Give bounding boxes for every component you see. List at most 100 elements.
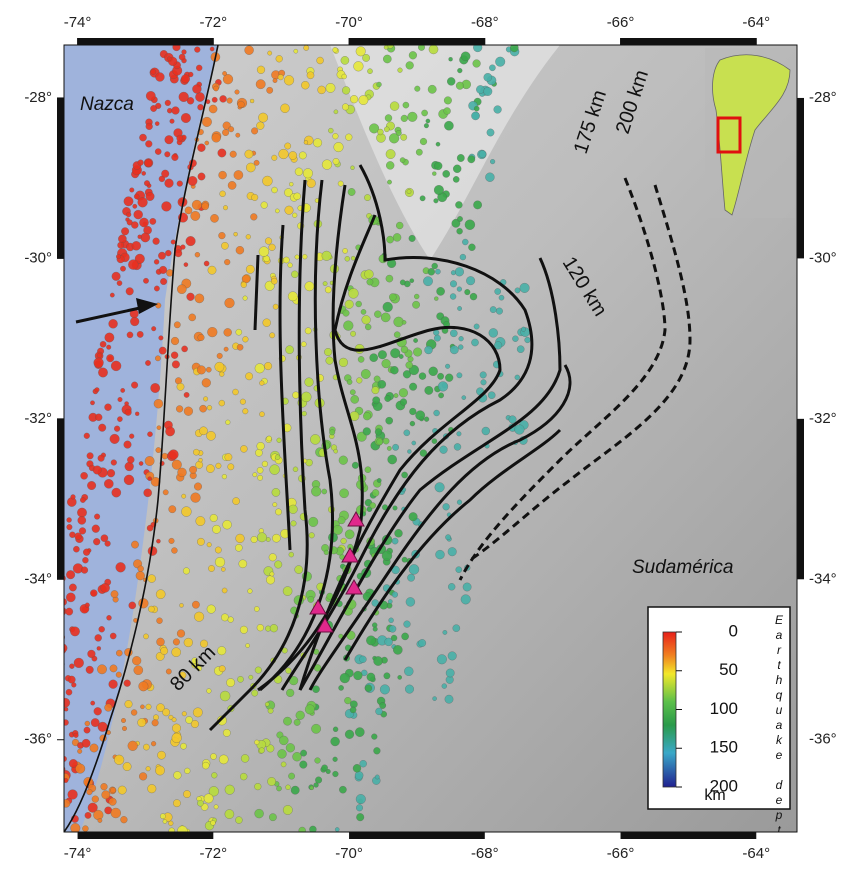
quake-dot [384,45,388,49]
quake-dot [356,47,366,57]
quake-dot [124,441,132,449]
quake-dot [62,799,70,807]
quake-dot [171,240,176,245]
quake-dot [124,475,134,485]
quake-dot [156,447,161,452]
quake-dot [170,119,175,124]
quake-dot [301,392,311,402]
quake-dot [228,126,234,132]
quake-dot [251,536,258,543]
quake-dot [167,108,172,113]
quake-dot [50,701,57,708]
quake-dot [144,180,150,186]
quake-dot [145,456,154,465]
quake-dot [114,426,120,432]
quake-dot [240,445,247,452]
quake-dot [138,160,144,166]
quake-dot [294,719,300,725]
quake-dot [219,400,225,406]
quake-dot [406,362,413,369]
quake-dot [212,525,220,533]
quake-dot [381,313,390,322]
quake-dot [154,286,159,291]
quake-dot [110,434,120,444]
quake-dot [326,83,335,92]
quake-dot [152,720,159,727]
quake-dot [156,539,160,543]
quake-dot [311,487,321,497]
quake-dot [246,265,254,273]
quake-dot [257,442,265,450]
quake-dot [288,773,294,779]
quake-dot [389,625,396,632]
quake-dot [81,472,88,479]
quake-dot [132,241,141,250]
quake-dot [191,720,199,728]
quake-dot [448,547,457,556]
quake-dot [374,747,381,754]
quake-dot [372,387,379,394]
quake-dot [131,541,138,548]
quake-dot [126,288,134,296]
quake-dot [36,771,43,778]
quake-dot [429,45,438,54]
quake-dot [157,426,161,430]
lat-tick-label: -32° [24,410,52,427]
quake-dot [402,557,407,562]
quake-dot [95,634,102,641]
quake-dot [425,386,433,394]
quake-dot [69,584,76,591]
quake-dot [225,810,234,819]
quake-dot [453,165,461,173]
quake-dot [255,809,264,818]
quake-dot [203,397,208,402]
quake-dot [52,825,60,833]
quake-dot [93,538,100,545]
quake-dot [328,128,333,133]
quake-dot [82,739,90,747]
quake-dot [117,417,122,422]
quake-dot [355,771,363,779]
quake-dot [50,635,55,640]
quake-dot [355,728,364,737]
quake-dot [162,709,169,716]
quake-dot [182,494,186,498]
quake-dot [432,172,436,176]
quake-dot [279,736,288,745]
quake-dot [420,196,425,201]
quake-dot [515,288,520,293]
quake-dot [482,427,490,435]
quake-dot [220,95,227,102]
quake-dot [248,589,253,594]
quake-dot [184,392,189,397]
quake-dot [187,293,195,301]
quake-dot [41,763,46,768]
quake-dot [150,218,156,224]
quake-dot [313,139,322,148]
quake-dot [409,564,419,574]
quake-dot [151,741,156,746]
quake-dot [269,554,277,562]
quake-dot [341,538,347,544]
quake-dot [71,823,81,833]
quake-dot [361,369,370,378]
quake-dot [118,786,126,794]
quake-dot [461,595,471,605]
quake-dot [281,104,290,113]
quake-dot [350,95,358,103]
quake-dot [424,123,429,128]
quake-dot [309,533,315,539]
quake-dot [517,346,524,353]
quake-dot [407,574,414,581]
quake-dot [27,771,35,779]
quake-dot [259,247,269,257]
quake-dot [289,552,294,557]
quake-dot [230,151,237,158]
quake-dot [228,464,234,470]
quake-dot [383,55,391,63]
colorbar-tick-label: 0 [729,621,738,640]
quake-dot [465,220,475,230]
quake-dot [333,757,338,762]
quake-dot [179,54,185,60]
quake-dot [454,443,461,450]
